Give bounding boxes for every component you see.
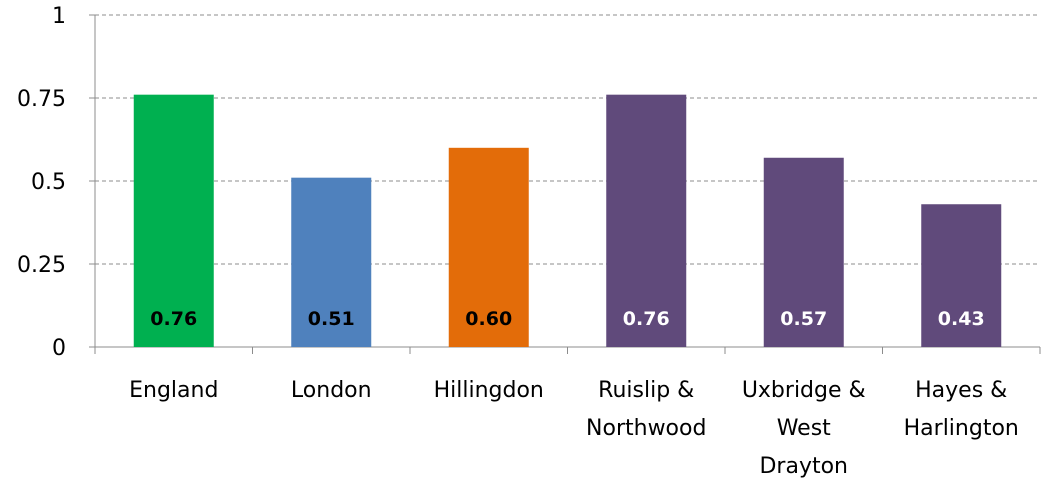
category-label: Hillingdon: [434, 378, 544, 403]
bar: [606, 94, 687, 348]
y-tick-labels: 0 0.25 0.5 0.75 1: [17, 4, 66, 361]
data-label: 0.43: [938, 308, 985, 330]
category-label-line: Uxbridge &: [742, 378, 866, 403]
category-label: Uxbridge & West Drayton: [742, 378, 866, 479]
axes: [89, 14, 1041, 354]
category-label-line: West: [777, 416, 831, 441]
y-tick-label: 0.5: [31, 170, 66, 195]
category-label-line: Ruislip &: [598, 378, 694, 403]
category-label: Ruislip & Northwood: [586, 378, 706, 441]
y-tick-label: 1: [52, 4, 66, 29]
data-label: 0.76: [623, 308, 670, 330]
category-labels: England London Hillingdon Ruislip & Northwoo…: [129, 378, 1019, 479]
bars: [133, 94, 1002, 348]
category-label: London: [291, 378, 372, 403]
category-label-line: Hayes &: [915, 378, 1007, 403]
y-tick-label: 0.75: [17, 87, 66, 112]
category-label-line: London: [291, 378, 372, 403]
y-tick-label: 0.25: [17, 253, 66, 278]
category-label-line: Northwood: [586, 416, 706, 441]
y-tick-label: 0: [52, 336, 66, 361]
category-label-line: England: [129, 378, 218, 403]
category-label: Hayes & Harlington: [904, 378, 1019, 441]
bar: [291, 177, 372, 347]
bar: [921, 204, 1002, 347]
data-label: 0.51: [308, 308, 355, 330]
data-label: 0.60: [465, 308, 512, 330]
bar: [448, 147, 529, 347]
category-label-line: Harlington: [904, 416, 1019, 441]
data-label: 0.76: [150, 308, 197, 330]
data-labels: 0.76 0.51 0.60 0.76 0.57 0.43: [150, 308, 984, 330]
gridlines: [95, 14, 1040, 265]
bar: [133, 94, 214, 348]
bar: [763, 157, 844, 347]
category-label-line: Drayton: [759, 454, 848, 479]
category-label-line: Hillingdon: [434, 378, 544, 403]
category-label: England: [129, 378, 218, 403]
data-label: 0.57: [780, 308, 827, 330]
